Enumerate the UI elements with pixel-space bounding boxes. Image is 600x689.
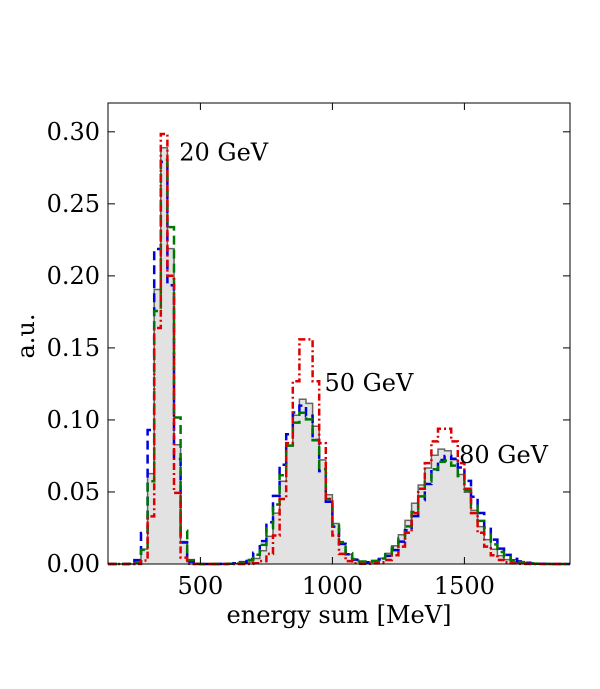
plot-frame: [107, 102, 571, 565]
series-reference-filled: [108, 146, 570, 565]
peak-annotations: 20 GeV 50 GeV 80 GeV: [179, 139, 548, 470]
y-tick-label: 0.00: [47, 550, 100, 578]
axis-ticks: [108, 103, 570, 565]
peak-label: 50 GeV: [324, 369, 414, 397]
plot-area: [108, 132, 570, 566]
y-tick-label: 0.25: [47, 190, 100, 218]
tick-labels: 500 1000 1500 0.00 0.05 0.10 0.15 0.20 0.25 0.30: [47, 118, 495, 600]
y-tick-label: 0.30: [47, 118, 100, 146]
y-tick-label: 0.15: [47, 334, 100, 362]
series-dash-dot-red: [108, 132, 570, 566]
x-tick-label: 1500: [434, 572, 495, 600]
peak-label: 20 GeV: [179, 139, 269, 167]
x-tick-label: 1000: [302, 572, 363, 600]
peak-label: 80 GeV: [459, 441, 549, 469]
y-tick-label: 0.20: [47, 262, 100, 290]
y-axis-title: a.u.: [12, 313, 40, 358]
x-tick-label: 500: [177, 572, 223, 600]
y-tick-label: 0.10: [47, 406, 100, 434]
x-axis-title: energy sum [MeV]: [227, 601, 452, 629]
y-tick-label: 0.05: [47, 478, 100, 506]
